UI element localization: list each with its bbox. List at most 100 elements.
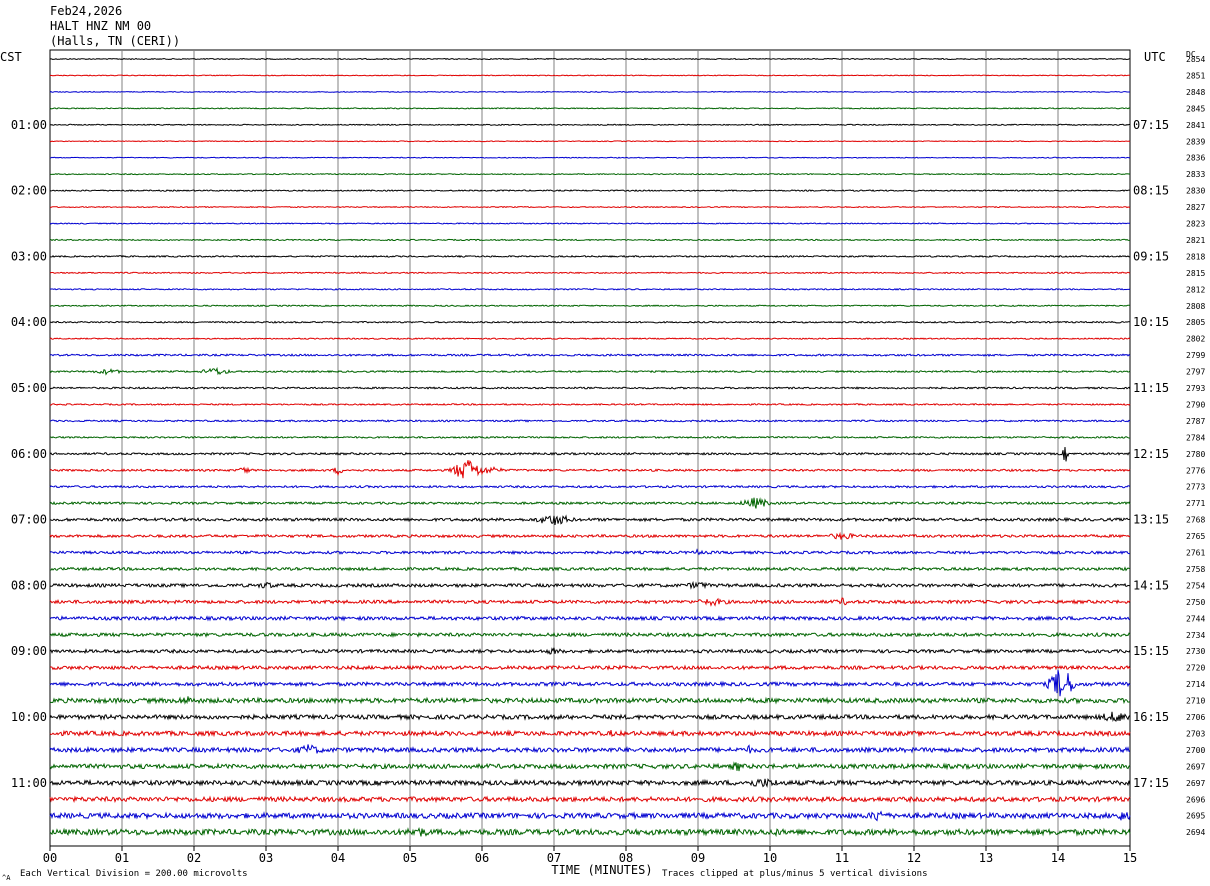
dc-offset-label: 2714 — [1186, 680, 1205, 689]
station-location: (Halls, TN (CERI)) — [50, 34, 181, 48]
dc-offset-label: 2833 — [1186, 170, 1205, 179]
plot-frame — [49, 49, 1131, 847]
dc-offset-label: 2710 — [1186, 697, 1205, 706]
utc-hour-label: 09:15 — [1133, 249, 1169, 263]
trace-line — [49, 810, 1131, 822]
dc-offset-label: 2848 — [1186, 88, 1205, 97]
trace-line — [49, 497, 1131, 509]
x-tick-label: 13 — [979, 851, 993, 865]
dc-offset-label: 2839 — [1186, 137, 1205, 146]
trace-line — [49, 419, 1131, 423]
dc-offset-label: 2805 — [1186, 318, 1205, 327]
trace-line — [49, 566, 1131, 572]
dc-offset-label: 2697 — [1186, 762, 1205, 771]
trace-line — [49, 669, 1131, 697]
dc-offset-label: 2697 — [1186, 779, 1205, 788]
cst-hour-label: 04:00 — [11, 315, 47, 329]
trace-line — [49, 647, 1131, 655]
x-tick-label: 10 — [763, 851, 777, 865]
cst-hour-label: 06:00 — [11, 447, 47, 461]
dc-offset-label: 2841 — [1186, 121, 1205, 130]
utc-hour-label: 12:15 — [1133, 447, 1169, 461]
trace-line — [49, 778, 1131, 788]
cst-hour-label: 08:00 — [11, 578, 47, 592]
utc-hour-label: 07:15 — [1133, 118, 1169, 132]
trace-line — [49, 222, 1131, 225]
x-tick-label: 07 — [547, 851, 561, 865]
dc-offset-label: 2776 — [1186, 466, 1205, 475]
dc-offset-label: 2821 — [1186, 236, 1205, 245]
dc-offset-label: 2827 — [1186, 203, 1205, 212]
dc-offset-label: 2703 — [1186, 729, 1205, 738]
utc-hour-label: 13:15 — [1133, 513, 1169, 527]
trace-line — [49, 287, 1131, 291]
trace-line — [49, 711, 1131, 723]
dc-offset-label: 2793 — [1186, 384, 1205, 393]
record-date: Feb24,2026 — [50, 4, 123, 18]
trace-line — [49, 205, 1131, 209]
cst-hour-label: 05:00 — [11, 381, 47, 395]
utc-hour-label: 16:15 — [1133, 710, 1169, 724]
trace-line — [49, 189, 1130, 192]
x-tick-label: 00 — [43, 851, 57, 865]
right-timezone-label: UTC — [1144, 50, 1166, 64]
cst-hour-label: 07:00 — [11, 513, 47, 527]
dc-offset-label: 2706 — [1186, 713, 1205, 722]
dc-offset-label: 2761 — [1186, 549, 1205, 558]
trace-line — [49, 795, 1131, 804]
dc-offset-label: 2730 — [1186, 647, 1205, 656]
trace-line — [49, 531, 1131, 540]
dc-offset-label: 2750 — [1186, 598, 1205, 607]
trace-line — [49, 304, 1131, 308]
dc-offset-label: 2836 — [1186, 154, 1205, 163]
dc-offset-label: 2851 — [1186, 71, 1205, 80]
trace-line — [49, 353, 1131, 357]
dc-offset-label: 2823 — [1186, 220, 1205, 229]
x-tick-label: 11 — [835, 851, 849, 865]
dc-offset-label: 2799 — [1186, 351, 1205, 360]
trace-line — [49, 446, 1131, 462]
dc-offset-label: 2845 — [1186, 104, 1205, 113]
dc-offset-label: 2734 — [1186, 631, 1205, 640]
trace-line — [49, 548, 1130, 556]
dc-offset-label: 2815 — [1186, 269, 1205, 278]
dc-offset-label: 2765 — [1186, 532, 1205, 541]
dc-offset-label: 2797 — [1186, 368, 1205, 377]
trace-line — [50, 514, 1131, 525]
trace-line — [49, 729, 1131, 738]
dc-offset-label: 2696 — [1186, 795, 1205, 804]
trace-line — [49, 696, 1131, 705]
trace-line — [49, 320, 1131, 324]
trace-line — [49, 744, 1131, 754]
dc-offset-label: 2780 — [1186, 450, 1205, 459]
cst-hour-label: 10:00 — [11, 710, 47, 724]
dc-offset-label: 2812 — [1186, 285, 1205, 294]
cst-hour-label: 02:00 — [11, 184, 47, 198]
dc-offset-label: 2771 — [1186, 499, 1205, 508]
dc-header-label: DC — [1186, 50, 1196, 59]
corner-mark: ^A — [2, 874, 11, 882]
trace-line — [49, 238, 1131, 242]
utc-hour-label: 08:15 — [1133, 184, 1169, 198]
trace-line — [50, 254, 1131, 258]
dc-offset-label: 2854 — [1186, 55, 1205, 64]
trace-line — [49, 386, 1131, 390]
x-tick-label: 02 — [187, 851, 201, 865]
left-timezone-label: CST — [0, 50, 22, 64]
trace-line — [49, 107, 1131, 110]
trace-line — [49, 90, 1130, 93]
x-tick-label: 12 — [907, 851, 921, 865]
vertical-division-note: Each Vertical Division = 200.00 microvol… — [20, 869, 248, 879]
trace-line — [49, 173, 1131, 176]
dc-offset-label: 2695 — [1186, 812, 1205, 821]
dc-offset-label: 2830 — [1186, 187, 1205, 196]
cst-hour-label: 03:00 — [11, 249, 47, 263]
cst-hour-label: 09:00 — [11, 644, 47, 658]
utc-hour-label: 14:15 — [1133, 578, 1169, 592]
trace-line — [49, 366, 1131, 376]
trace-line — [49, 597, 1131, 607]
utc-hour-label: 10:15 — [1133, 315, 1169, 329]
trace-line — [49, 580, 1131, 590]
trace-line — [49, 631, 1131, 639]
